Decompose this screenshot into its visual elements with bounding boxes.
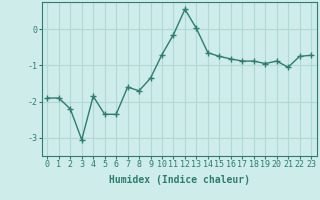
X-axis label: Humidex (Indice chaleur): Humidex (Indice chaleur) [109, 175, 250, 185]
